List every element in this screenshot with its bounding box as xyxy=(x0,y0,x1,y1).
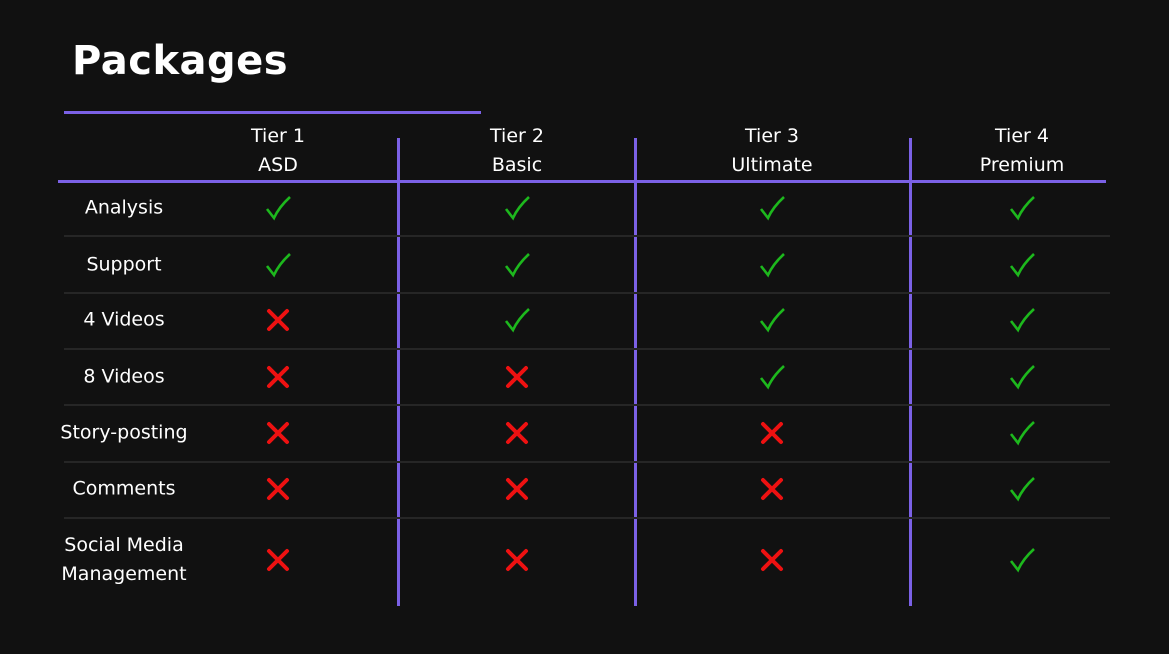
check-icon xyxy=(1009,477,1035,502)
check-icon xyxy=(1009,196,1035,221)
page-title: Packages xyxy=(72,38,289,84)
tier-name: Tier 2 xyxy=(490,125,544,147)
tier-header: Tier 2 Basic xyxy=(417,122,617,180)
column-divider xyxy=(909,138,912,606)
check-icon xyxy=(759,308,785,333)
check-icon xyxy=(759,365,785,390)
row-separator xyxy=(64,461,1110,463)
check-icon xyxy=(1009,253,1035,278)
tier-label: Premium xyxy=(979,154,1065,176)
row-separator xyxy=(64,404,1110,406)
check-icon xyxy=(265,196,291,221)
tier-name: Tier 4 xyxy=(995,125,1049,147)
check-icon xyxy=(759,253,785,278)
cross-icon xyxy=(267,549,289,571)
cross-icon xyxy=(267,309,289,331)
title-underline xyxy=(64,111,481,114)
cross-icon xyxy=(267,422,289,444)
feature-label: 4 Videos xyxy=(83,308,165,331)
tier-header: Tier 3 Ultimate xyxy=(672,122,872,180)
feature-label: Comments xyxy=(72,477,176,500)
tier-label: Basic xyxy=(491,154,543,176)
row-separator xyxy=(64,517,1110,519)
tier-header: Tier 4 Premium xyxy=(922,122,1122,180)
tier-name: Tier 1 xyxy=(251,125,305,147)
feature-label: Story-posting xyxy=(60,421,188,444)
cross-icon xyxy=(506,478,528,500)
check-icon xyxy=(504,196,530,221)
check-icon xyxy=(1009,548,1035,573)
check-icon xyxy=(1009,365,1035,390)
cross-icon xyxy=(267,478,289,500)
check-icon xyxy=(504,308,530,333)
feature-label: Support xyxy=(86,253,162,276)
feature-label: 8 Videos xyxy=(83,365,165,388)
tier-header: Tier 1 ASD xyxy=(178,122,378,180)
tier-name: Tier 3 xyxy=(745,125,799,147)
column-divider xyxy=(397,138,400,606)
check-icon xyxy=(1009,308,1035,333)
row-separator xyxy=(64,348,1110,350)
check-icon xyxy=(759,196,785,221)
cross-icon xyxy=(761,422,783,444)
check-icon xyxy=(265,253,291,278)
cross-icon xyxy=(506,422,528,444)
row-separator xyxy=(64,235,1110,237)
cross-icon xyxy=(761,549,783,571)
cross-icon xyxy=(761,478,783,500)
feature-label: Analysis xyxy=(84,196,164,219)
row-separator xyxy=(64,292,1110,294)
feature-label: Social Media Management xyxy=(61,534,187,585)
column-divider xyxy=(634,138,637,606)
header-divider xyxy=(58,180,1106,183)
check-icon xyxy=(1009,421,1035,446)
cross-icon xyxy=(506,366,528,388)
cross-icon xyxy=(267,366,289,388)
tier-label: ASD xyxy=(258,154,298,176)
cross-icon xyxy=(506,549,528,571)
check-icon xyxy=(504,253,530,278)
tier-label: Ultimate xyxy=(731,154,813,176)
